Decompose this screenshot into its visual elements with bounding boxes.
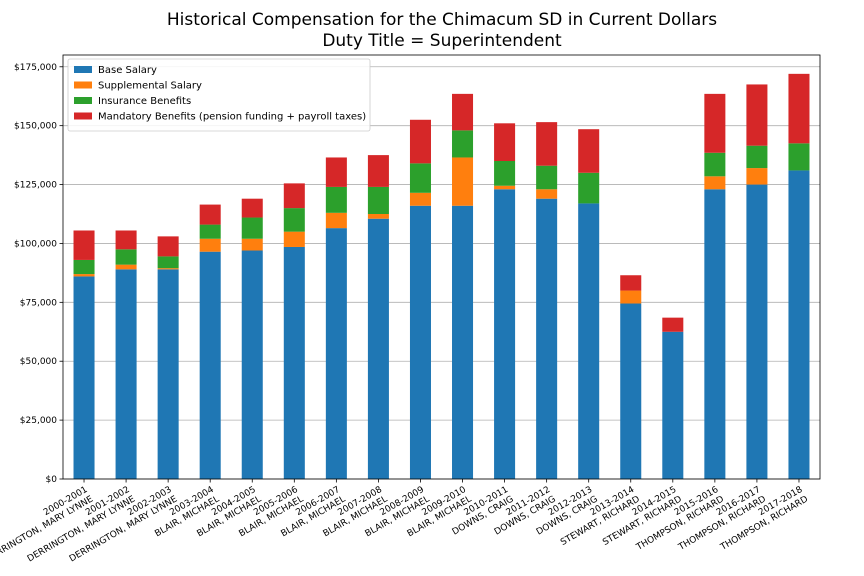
legend-label: Base Salary	[98, 65, 157, 76]
bar-insurance-benefits	[283, 208, 305, 232]
bar-insurance-benefits	[157, 256, 179, 269]
bar-base-salary	[115, 269, 137, 479]
bar-base-salary	[241, 250, 263, 479]
bar-insurance-benefits	[241, 217, 263, 239]
bar-insurance-benefits	[452, 130, 474, 158]
bar-supplemental-salary	[620, 290, 642, 304]
bar-mandatory-benefits-pension-funding-payroll-taxes	[283, 183, 305, 209]
bar-mandatory-benefits-pension-funding-payroll-taxes	[704, 93, 726, 153]
bar-insurance-benefits	[199, 224, 221, 239]
bar-mandatory-benefits-pension-funding-payroll-taxes	[662, 317, 684, 332]
y-tick-label: $25,000	[20, 416, 57, 426]
bar-base-salary	[620, 303, 642, 479]
y-axis: $0 $25,000 $50,000 $75,000 $100,000 $125,000 $…	[14, 63, 63, 485]
bar-mandatory-benefits-pension-funding-payroll-taxes	[73, 230, 95, 260]
bar-base-salary	[788, 170, 810, 479]
bar-mandatory-benefits-pension-funding-payroll-taxes	[620, 275, 642, 291]
bar-mandatory-benefits-pension-funding-payroll-taxes	[578, 129, 600, 173]
bar-supplemental-salary	[536, 189, 558, 199]
bar-insurance-benefits	[325, 186, 347, 213]
legend-swatch	[74, 66, 92, 73]
x-axis: 2000-2001DERRINGTON, MARY LYNNE2001-2002…	[0, 479, 810, 564]
bar-mandatory-benefits-pension-funding-payroll-taxes	[241, 198, 263, 218]
bar-insurance-benefits	[746, 145, 768, 169]
bar-base-salary	[494, 189, 516, 479]
bar-supplemental-salary	[325, 212, 347, 229]
y-tick-label: $50,000	[20, 357, 57, 367]
legend-label: Insurance Benefits	[98, 96, 191, 107]
bar-insurance-benefits	[409, 163, 431, 193]
bar-mandatory-benefits-pension-funding-payroll-taxes	[115, 230, 137, 250]
bar-mandatory-benefits-pension-funding-payroll-taxes	[367, 155, 389, 187]
bar-base-salary	[325, 228, 347, 479]
plot-frame	[62, 54, 821, 480]
bar-mandatory-benefits-pension-funding-payroll-taxes	[199, 204, 221, 225]
bar-insurance-benefits	[788, 143, 810, 171]
bar-insurance-benefits	[536, 165, 558, 190]
legend-label: Supplemental Salary	[98, 81, 202, 92]
y-tick-label: $150,000	[14, 122, 57, 132]
bar-supplemental-salary	[73, 274, 95, 277]
bar-insurance-benefits	[367, 186, 389, 214]
bars	[73, 73, 810, 480]
bar-mandatory-benefits-pension-funding-payroll-taxes	[536, 122, 558, 166]
bar-mandatory-benefits-pension-funding-payroll-taxes	[788, 73, 810, 144]
legend-swatch	[74, 97, 92, 104]
bar-base-salary	[199, 251, 221, 479]
bar-insurance-benefits	[115, 249, 137, 265]
bar-base-salary	[746, 184, 768, 480]
bar-mandatory-benefits-pension-funding-payroll-taxes	[452, 93, 474, 131]
legend-label: Mandatory Benefits (pension funding + pa…	[98, 112, 366, 123]
legend-swatch	[74, 81, 92, 89]
bar-supplemental-salary	[367, 214, 389, 219]
bar-insurance-benefits	[704, 152, 726, 177]
bar-supplemental-salary	[199, 238, 221, 252]
y-tick-label: $0	[46, 475, 58, 485]
y-tick-label: $125,000	[14, 181, 57, 191]
bar-insurance-benefits	[578, 172, 600, 204]
bar-base-salary	[536, 198, 558, 479]
bar-base-salary	[704, 189, 726, 479]
bar-supplemental-salary	[746, 168, 768, 185]
bar-mandatory-benefits-pension-funding-payroll-taxes	[157, 236, 179, 257]
bar-base-salary	[367, 218, 389, 479]
bar-base-salary	[157, 269, 179, 479]
bar-base-salary	[662, 331, 684, 479]
bar-base-salary	[73, 276, 95, 479]
bar-supplemental-salary	[704, 176, 726, 190]
bar-supplemental-salary	[452, 157, 474, 206]
chart-title: Historical Compensation for the Chimacum…	[167, 10, 717, 30]
bar-supplemental-salary	[241, 238, 263, 251]
bar-mandatory-benefits-pension-funding-payroll-taxes	[409, 119, 431, 164]
y-tick-label: $100,000	[14, 239, 57, 249]
bar-mandatory-benefits-pension-funding-payroll-taxes	[746, 84, 768, 146]
chart-subtitle: Duty Title = Superintendent	[322, 31, 562, 51]
bar-supplemental-salary	[283, 231, 305, 247]
bar-supplemental-salary	[157, 268, 179, 270]
y-tick-label: $175,000	[14, 63, 57, 73]
bar-supplemental-salary	[115, 264, 137, 270]
bar-base-salary	[578, 203, 600, 479]
bar-base-salary	[409, 205, 431, 479]
bar-supplemental-salary	[494, 185, 516, 190]
bar-insurance-benefits	[73, 259, 95, 275]
legend-box	[67, 58, 371, 132]
bar-mandatory-benefits-pension-funding-payroll-taxes	[325, 157, 347, 187]
bar-insurance-benefits	[494, 161, 516, 186]
bar-base-salary	[283, 246, 305, 479]
bar-mandatory-benefits-pension-funding-payroll-taxes	[494, 123, 516, 161]
bar-base-salary	[452, 205, 474, 479]
y-tick-label: $75,000	[20, 298, 57, 308]
legend: Base Salary Supplemental Salary Insurance …	[67, 58, 371, 132]
bar-supplemental-salary	[409, 192, 431, 206]
legend-swatch	[74, 112, 92, 120]
